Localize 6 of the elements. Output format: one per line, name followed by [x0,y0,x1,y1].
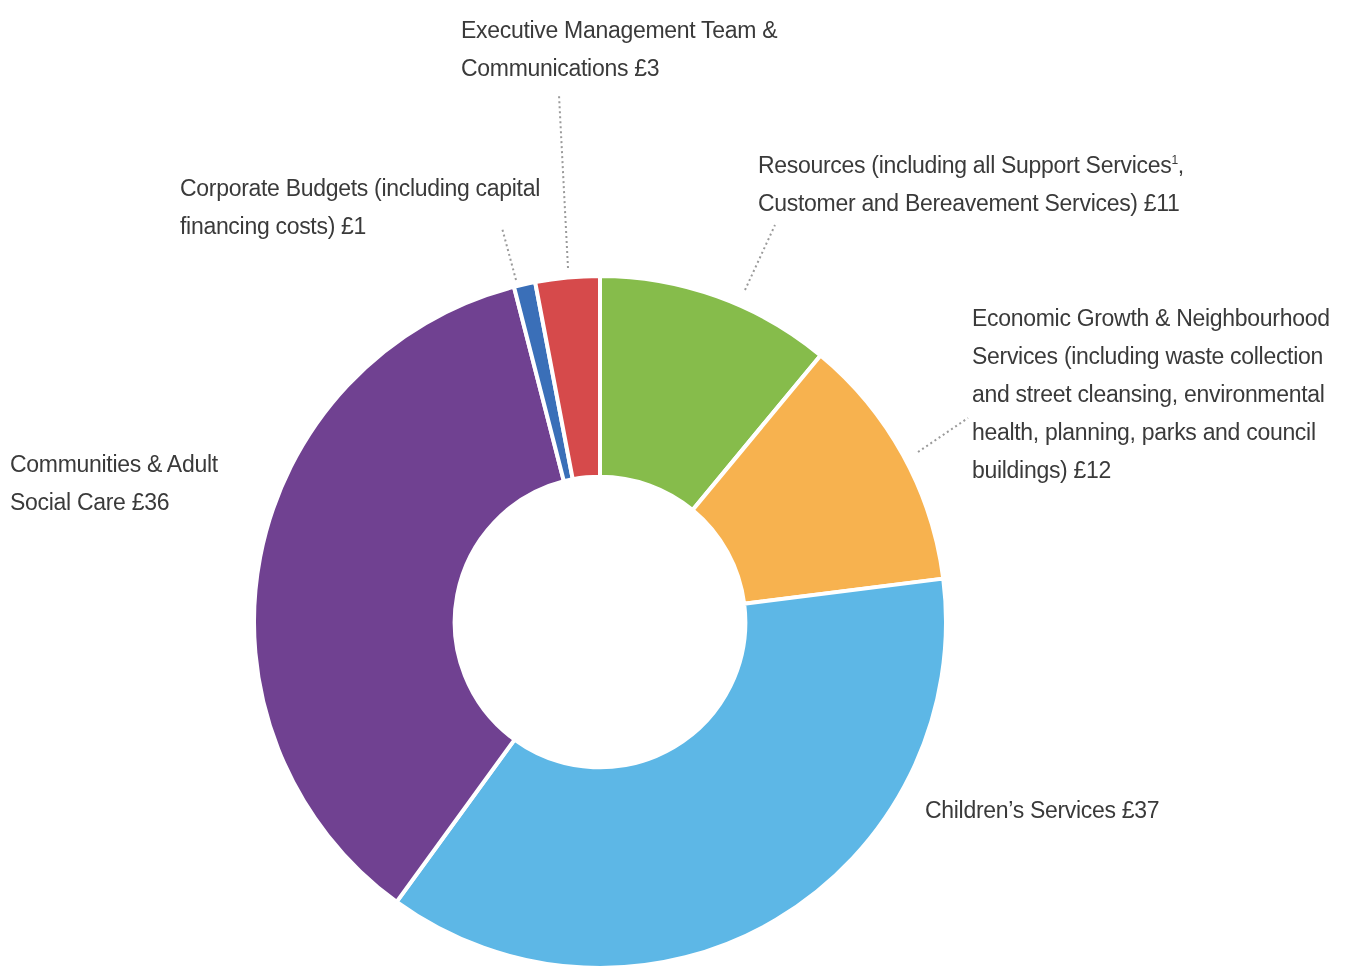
slice-label: Economic Growth & Neighbourhood Services (including waste collection and street cleansing, environmental health, planning, parks and council buildings) £12 [972,304,1331,485]
slice-label: Executive Management Team & Communications £3 [461,16,779,83]
slice-label: Children’s Services £37 [925,796,1161,825]
slice-label: Resources (including all Support Services$^{1}$, Customer and Bereavement Services) £11 [758,151,1185,218]
slice-label: Corporate Budgets (including capital financing costs) £1 [180,174,540,241]
slice-label: Communities & Adult Social Care £36 [10,450,219,517]
